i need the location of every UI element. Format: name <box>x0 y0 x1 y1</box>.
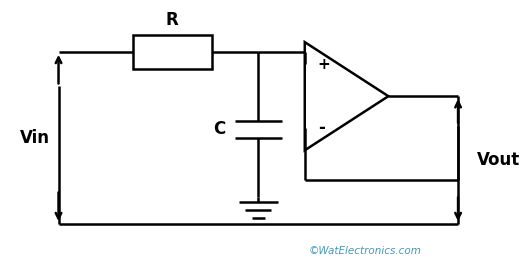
Bar <box>133 35 212 69</box>
Text: -: - <box>318 119 324 137</box>
Text: Vin: Vin <box>20 129 50 147</box>
Text: C: C <box>213 120 225 138</box>
Text: Vout: Vout <box>477 151 520 169</box>
Text: R: R <box>166 11 179 29</box>
Text: +: + <box>318 57 331 72</box>
Text: ©WatElectronics.com: ©WatElectronics.com <box>309 246 422 256</box>
